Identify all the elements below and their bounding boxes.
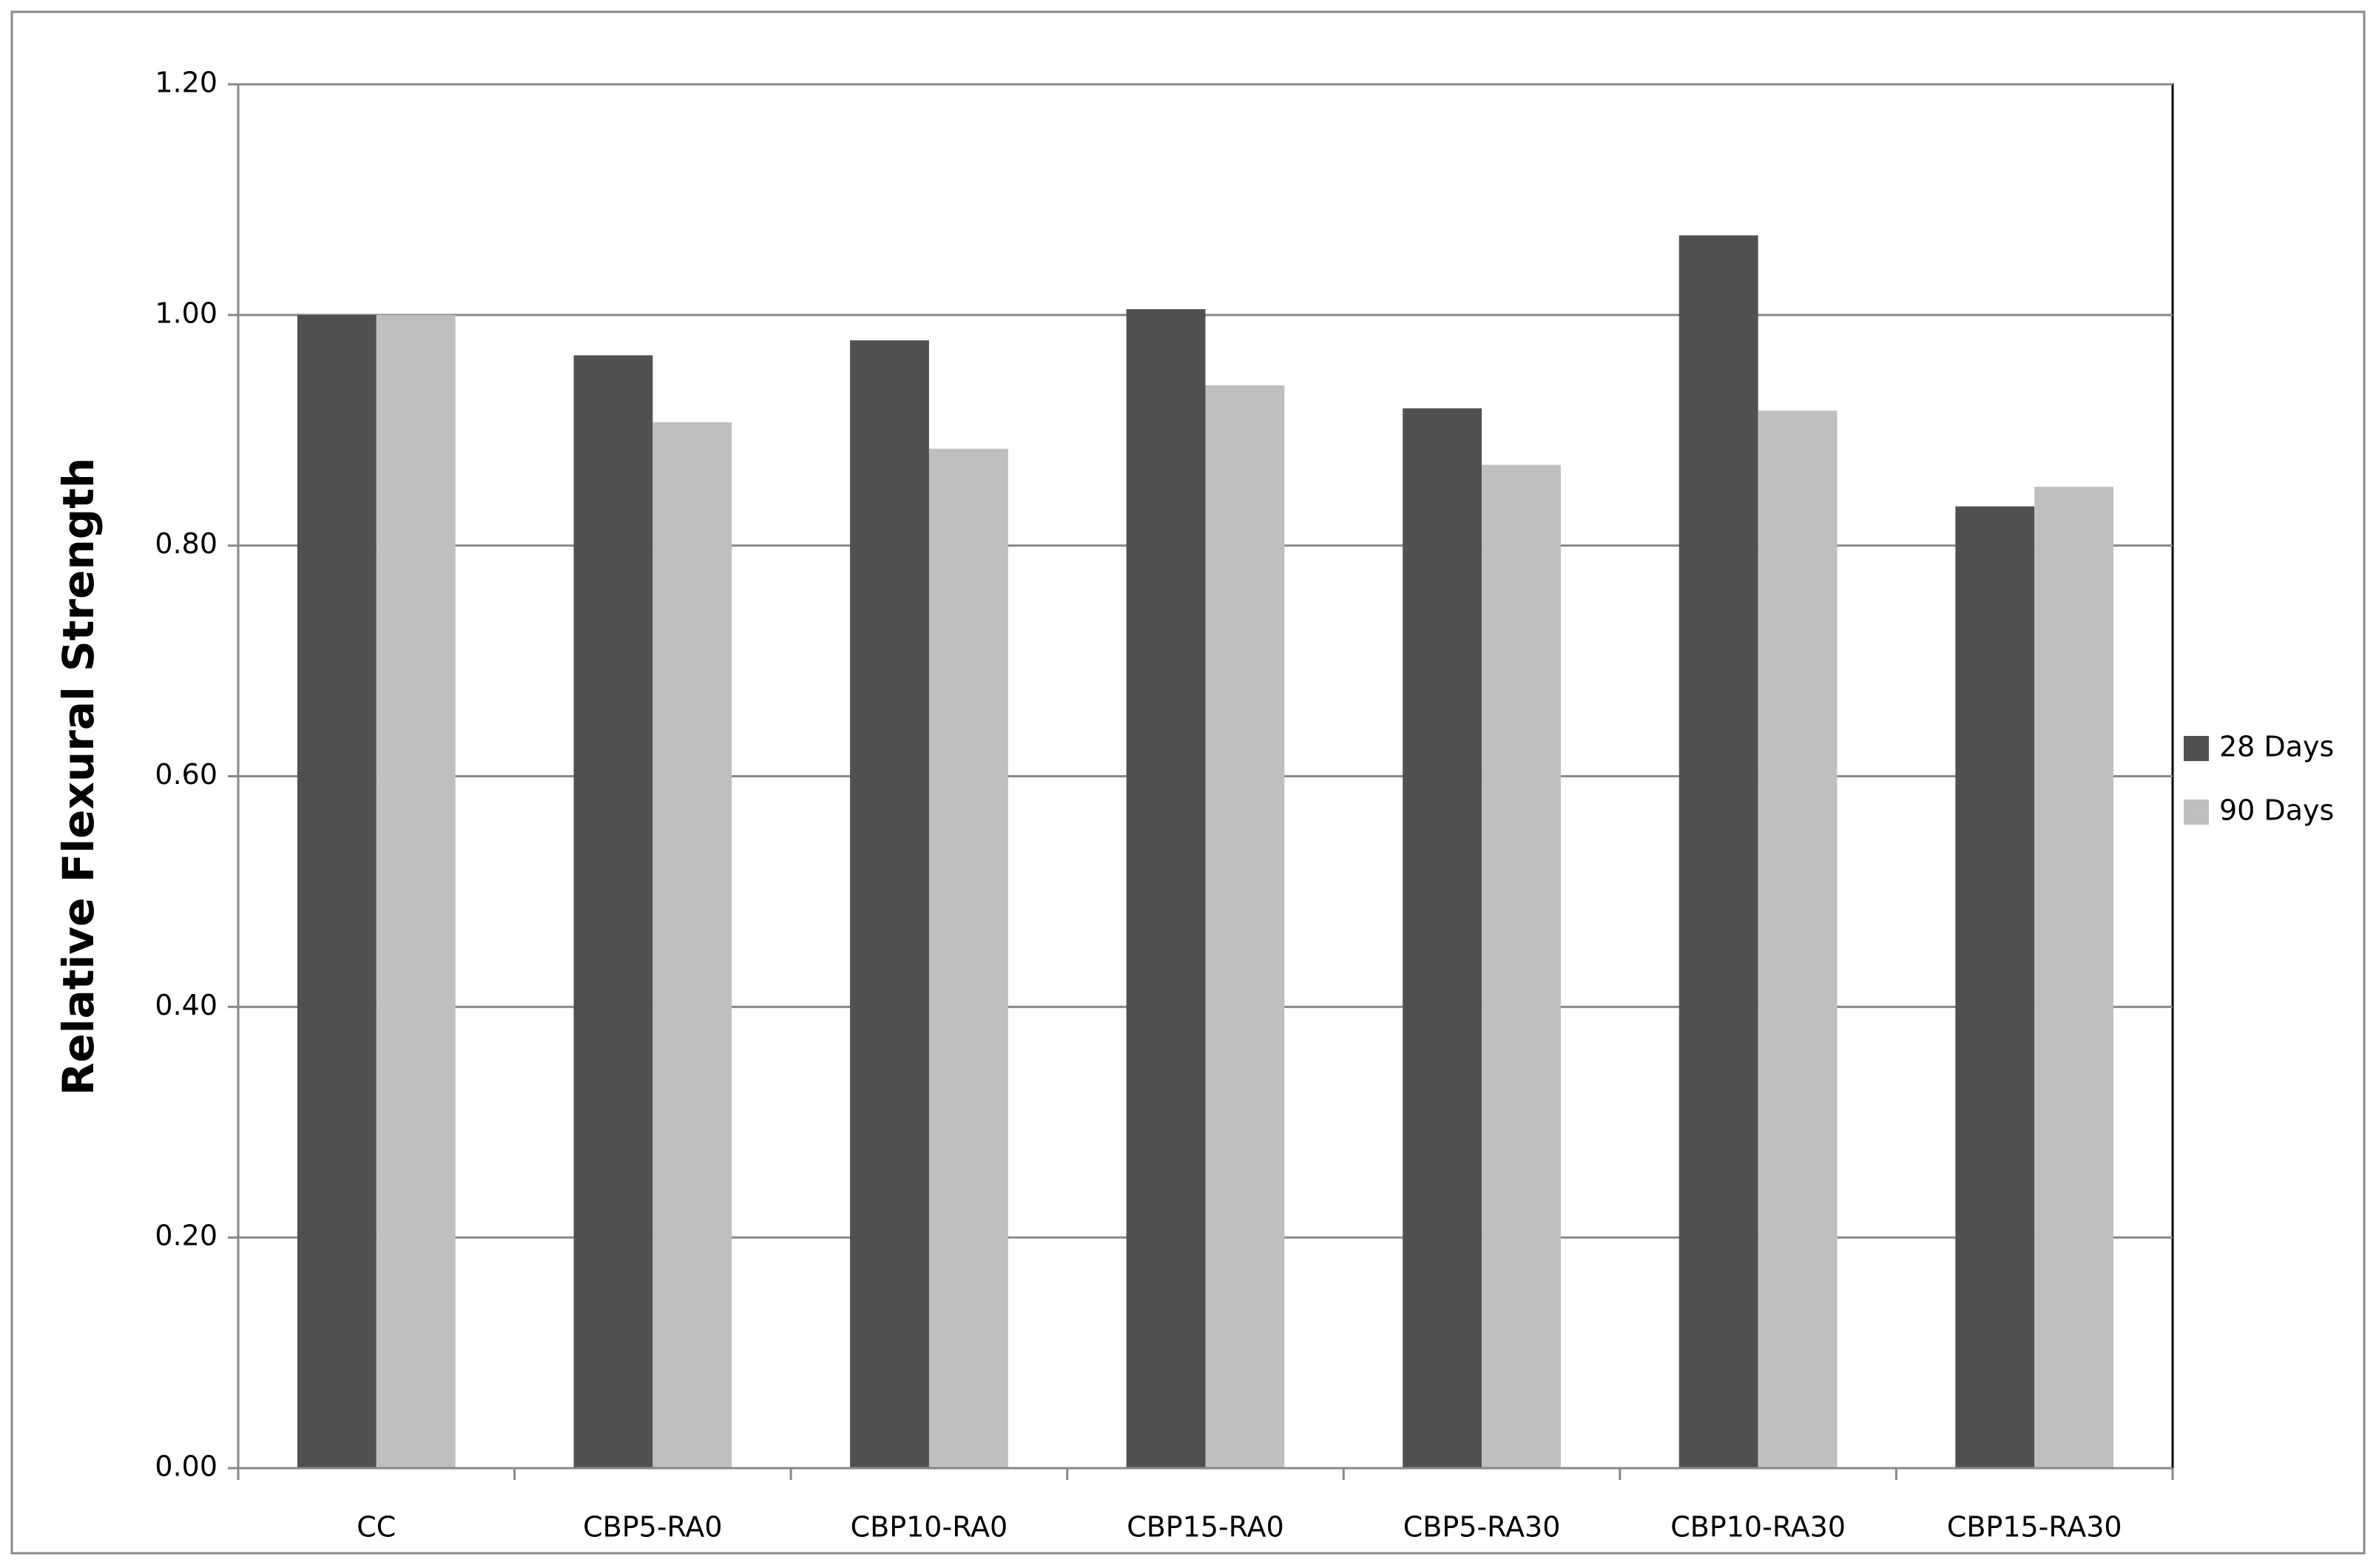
bar	[1955, 506, 2035, 1468]
bar	[376, 314, 456, 1468]
bar	[928, 448, 1008, 1468]
legend-label: 90 Days	[2219, 794, 2334, 827]
x-tick-label: CBP5-RA0	[583, 1511, 722, 1544]
bar	[652, 422, 732, 1468]
x-tick-label: CC	[357, 1511, 396, 1544]
bar	[573, 355, 653, 1468]
y-tick-label: 0.60	[155, 758, 217, 791]
y-tick-label: 0.20	[155, 1220, 217, 1252]
bar	[1758, 410, 1838, 1468]
bar	[1403, 408, 1482, 1468]
bar	[1126, 309, 1206, 1469]
legend-label: 28 Days	[2219, 731, 2334, 763]
y-tick-label: 1.00	[155, 297, 217, 329]
y-axis-title: Relative Flexural Strength	[53, 458, 104, 1096]
bar	[2034, 487, 2114, 1468]
y-tick-label: 0.00	[155, 1450, 217, 1483]
y-tick-label: 0.80	[155, 527, 217, 560]
x-tick-label: CBP15-RA30	[1947, 1511, 2122, 1544]
x-tick-label: CBP15-RA0	[1127, 1511, 1284, 1544]
legend-swatch	[2184, 800, 2209, 825]
x-tick-label: CBP10-RA0	[851, 1511, 1008, 1544]
y-tick-label: 0.40	[155, 989, 217, 1021]
bar	[1482, 464, 1561, 1468]
bar	[1205, 385, 1285, 1468]
x-tick-label: CBP5-RA30	[1403, 1511, 1561, 1544]
bar	[850, 340, 929, 1468]
legend-swatch	[2184, 736, 2209, 761]
bar	[1678, 235, 1758, 1468]
x-tick-label: CBP10-RA30	[1670, 1511, 1846, 1544]
bar	[297, 314, 377, 1468]
y-tick-label: 1.20	[155, 67, 217, 99]
